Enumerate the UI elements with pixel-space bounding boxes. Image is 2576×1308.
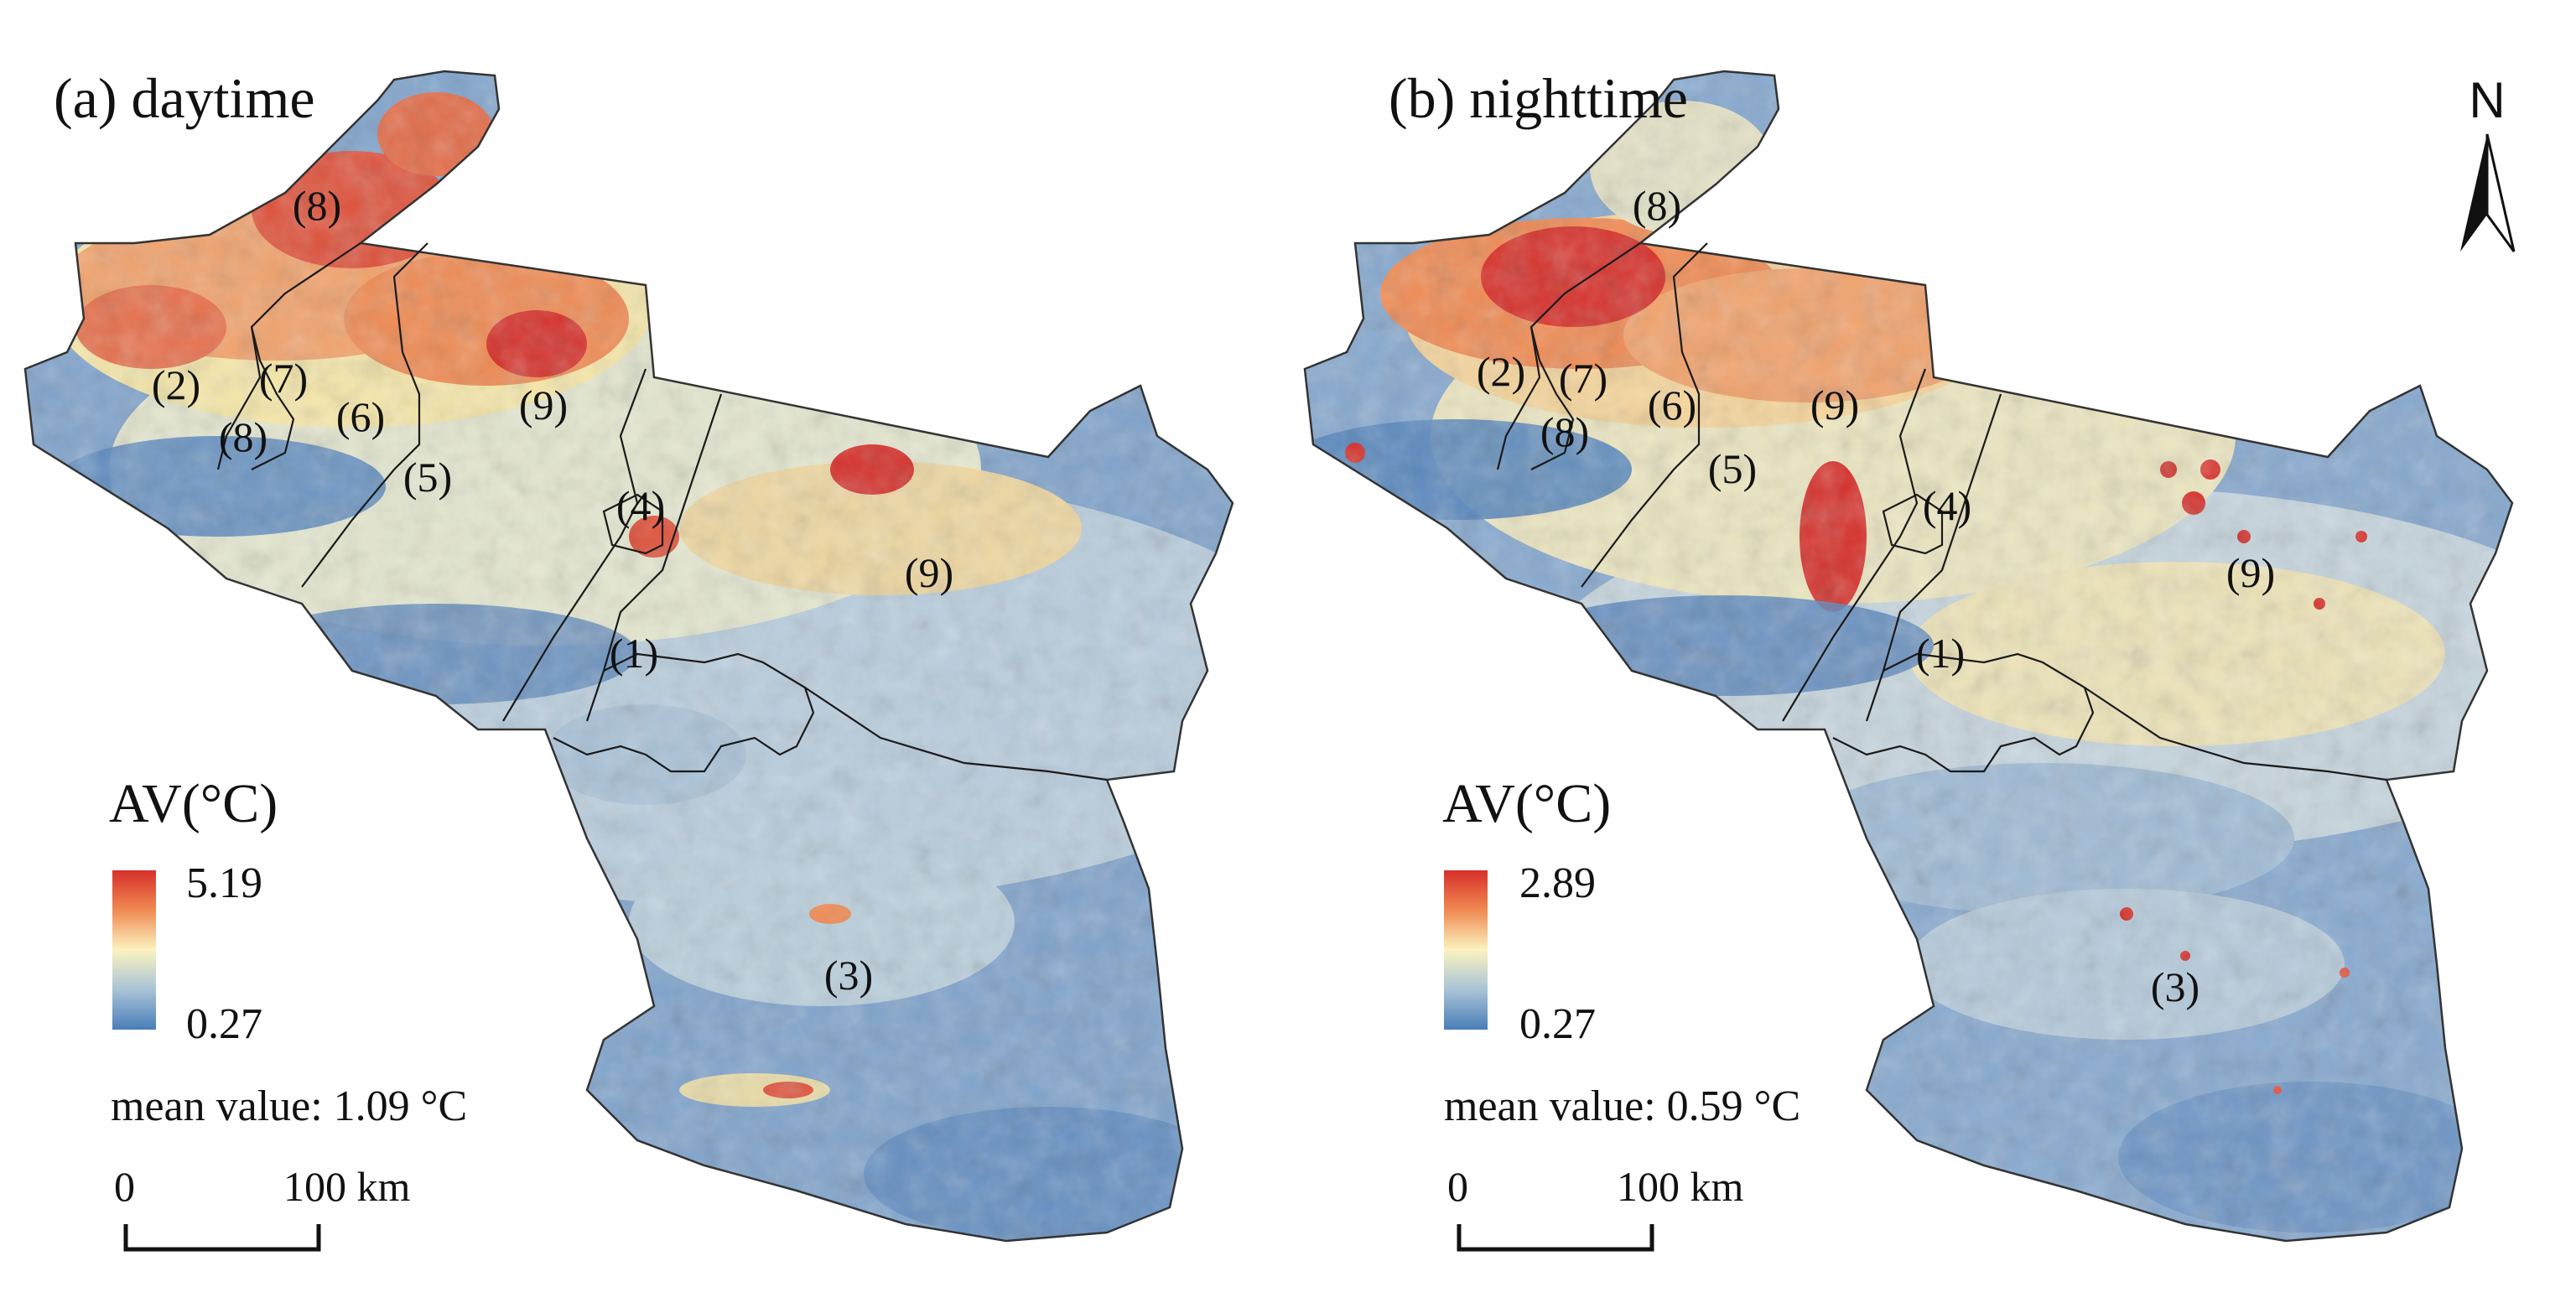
legend-title: AV(°C) bbox=[109, 773, 278, 834]
region-boundaries bbox=[1496, 242, 2387, 781]
nighttime-region-labels: (8) (2) (7) (8) (6) (5) (9) (4) (9) (1) … bbox=[1477, 182, 2275, 1010]
region-label-7: (7) bbox=[259, 355, 308, 402]
panel-daytime: (8) (2) (7) (8) (6) (5) (9) (4) (9) (1) … bbox=[23, 66, 1234, 1252]
scale-bar: 0 100 km bbox=[114, 1163, 411, 1252]
north-arrow-left-half bbox=[2460, 134, 2487, 252]
legend-min-label: 0.27 bbox=[1519, 1000, 1596, 1048]
legend-color-bar bbox=[1444, 870, 1488, 1030]
scale-zero-label: 0 bbox=[1447, 1163, 1468, 1210]
region-label-9-west: (9) bbox=[1810, 382, 1859, 428]
region-label-2: (2) bbox=[152, 361, 200, 408]
panel-title: (a) daytime bbox=[54, 66, 315, 130]
daytime-map-svg: (8) (2) (7) (8) (6) (5) (9) (4) (9) (1) … bbox=[23, 66, 1234, 1252]
nighttime-map-svg: (8) (2) (7) (8) (6) (5) (9) (4) (9) (1) … bbox=[1303, 66, 2516, 1252]
region-label-3: (3) bbox=[2151, 963, 2199, 1010]
region-label-4: (4) bbox=[616, 482, 665, 529]
legend-min-label: 0.27 bbox=[186, 1000, 262, 1048]
region-label-5: (5) bbox=[1708, 445, 1757, 492]
scale-end-label: 100 km bbox=[1617, 1163, 1744, 1210]
color-legend: AV(°C) 5.19 0.27 bbox=[109, 773, 278, 1048]
mean-value-text: mean value: 0.59 °C bbox=[1444, 1082, 1800, 1130]
color-legend: AV(°C) 2.89 0.27 bbox=[1442, 773, 1611, 1048]
north-arrow: N bbox=[2460, 72, 2516, 252]
region-label-2: (2) bbox=[1477, 348, 1525, 395]
legend-max-label: 2.89 bbox=[1519, 859, 1596, 907]
region-label-4: (4) bbox=[1923, 482, 1971, 529]
north-arrow-label: N bbox=[2469, 72, 2505, 128]
legend-max-label: 5.19 bbox=[186, 859, 262, 907]
region-label-6: (6) bbox=[1648, 382, 1696, 428]
region-label-1: (1) bbox=[610, 630, 658, 677]
region-label-1: (1) bbox=[1916, 630, 1965, 677]
panel-title: (b) nighttime bbox=[1389, 66, 1688, 130]
scale-zero-label: 0 bbox=[114, 1163, 135, 1210]
legend-color-bar bbox=[112, 870, 156, 1030]
region-label-9-west: (9) bbox=[519, 382, 568, 428]
region-label-8-south: (8) bbox=[219, 413, 267, 460]
region-label-6: (6) bbox=[336, 393, 385, 440]
region-label-7: (7) bbox=[1559, 355, 1607, 402]
scale-bar-line bbox=[123, 1224, 321, 1252]
north-arrow-right-half bbox=[2485, 133, 2516, 252]
region-label-5: (5) bbox=[403, 454, 452, 501]
legend-title: AV(°C) bbox=[1442, 773, 1611, 834]
region-label-8-south: (8) bbox=[1540, 408, 1589, 455]
region-label-8-north: (8) bbox=[1633, 182, 1681, 229]
scale-end-label: 100 km bbox=[283, 1163, 411, 1210]
scale-bar: 0 100 km bbox=[1447, 1163, 1744, 1252]
daytime-region-labels: (8) (2) (7) (8) (6) (5) (9) (4) (9) (1) … bbox=[152, 182, 953, 999]
region-label-9-east: (9) bbox=[2226, 549, 2275, 596]
mean-value-text: mean value: 1.09 °C bbox=[111, 1082, 467, 1130]
scale-bar-line bbox=[1457, 1224, 1654, 1252]
region-label-3: (3) bbox=[824, 952, 873, 999]
region-boundaries bbox=[216, 242, 1108, 781]
panel-nighttime: (8) (2) (7) (8) (6) (5) (9) (4) (9) (1) … bbox=[1288, 0, 2576, 1308]
region-label-9-east: (9) bbox=[905, 549, 953, 596]
region-label-8-north: (8) bbox=[293, 182, 341, 229]
